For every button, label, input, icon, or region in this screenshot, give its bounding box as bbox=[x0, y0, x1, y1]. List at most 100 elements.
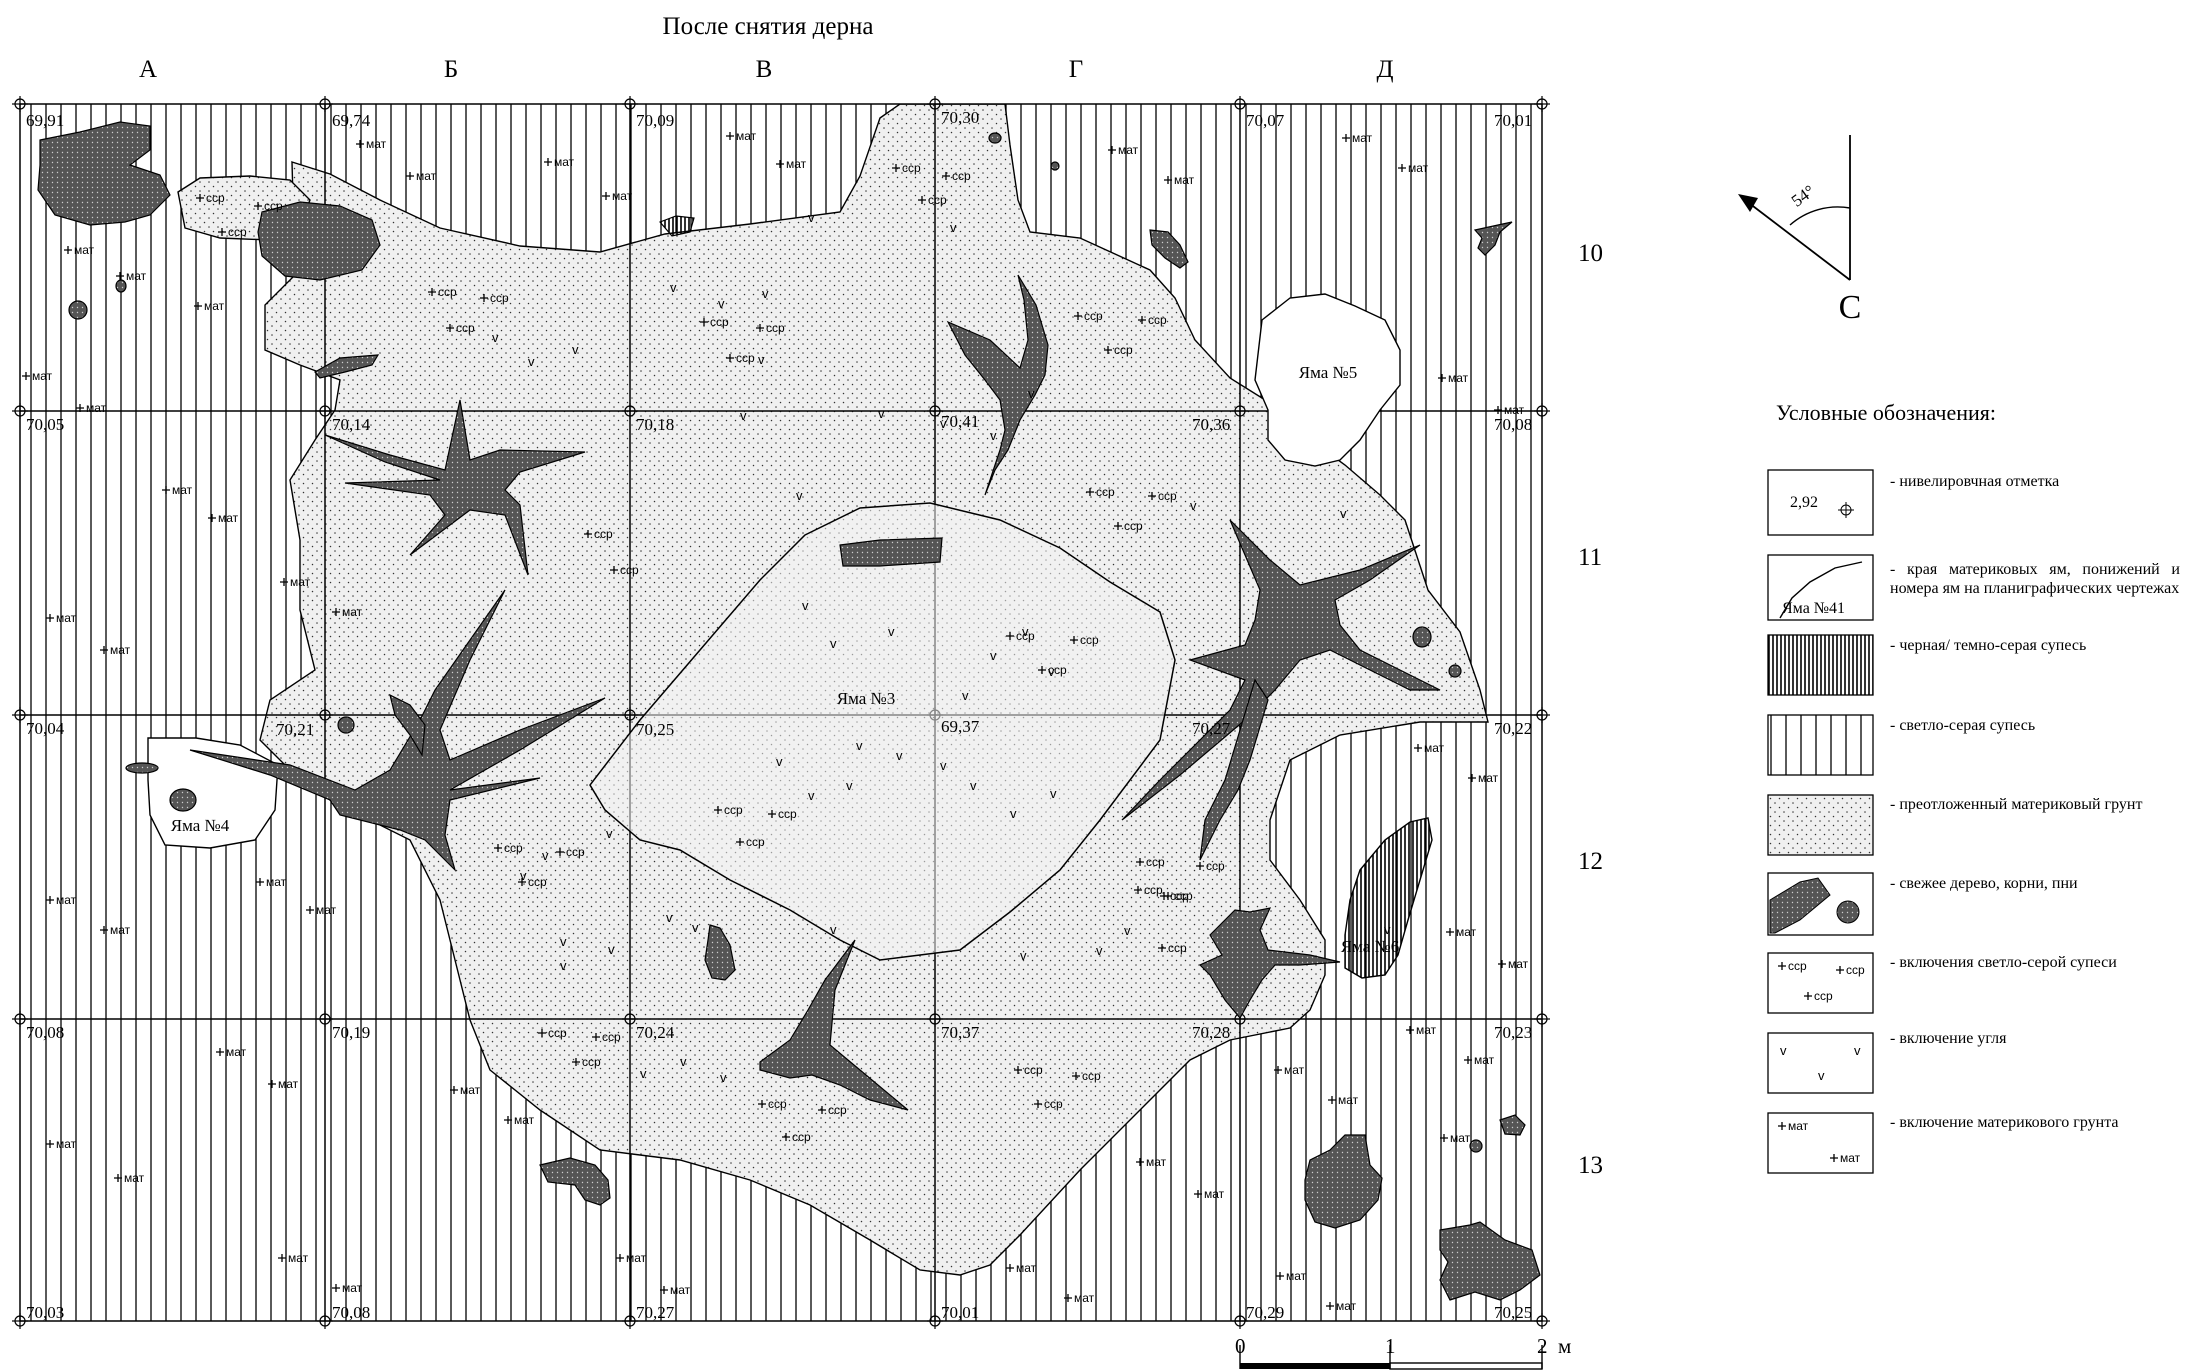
charcoal-inclusion-marker: v bbox=[808, 210, 815, 225]
pit-4-label: Яма №4 bbox=[171, 816, 230, 835]
ssr-inclusion-marker: ccp bbox=[518, 875, 547, 889]
mat-inclusion-marker: мат bbox=[660, 1283, 691, 1297]
svg-text:мат: мат bbox=[342, 605, 363, 619]
mat-inclusion-marker: мат bbox=[504, 1113, 535, 1127]
elevation-label: 70,07 bbox=[1246, 111, 1285, 130]
mat-inclusion-marker: мат bbox=[1194, 1187, 1225, 1201]
svg-text:мат: мат bbox=[172, 483, 193, 497]
svg-text:ccp: ccp bbox=[1158, 489, 1177, 503]
legend-text: - преотложенный материковый грунт bbox=[1890, 796, 2143, 813]
row-labels: 10 11 12 13 bbox=[1578, 240, 1603, 1179]
ssr-inclusion-marker: ccp bbox=[1136, 855, 1165, 869]
legend-inclusion-ssr: ccp bbox=[1836, 963, 1865, 977]
svg-text:мат: мат bbox=[1840, 1151, 1861, 1165]
pit-5-outline bbox=[1254, 293, 1401, 467]
pit-5-label: Яма №5 bbox=[1299, 363, 1358, 382]
ssr-inclusion-marker: ccp bbox=[1164, 889, 1193, 903]
charcoal-inclusion-marker: v bbox=[762, 286, 769, 301]
wood-root bbox=[839, 537, 943, 567]
legend-inclusion-mat: мат bbox=[1830, 1151, 1861, 1165]
ssr-inclusion-marker: ccp bbox=[714, 803, 743, 817]
charcoal-inclusion-marker: v bbox=[670, 280, 677, 295]
ssr-inclusion-marker: ccp bbox=[700, 315, 729, 329]
svg-text:мат: мат bbox=[1474, 1053, 1495, 1067]
ssr-inclusion-marker: ccp bbox=[1104, 343, 1133, 357]
ssr-inclusion-marker: ccp bbox=[892, 161, 921, 175]
charcoal-inclusion-marker: v bbox=[962, 688, 969, 703]
ssr-inclusion-marker: ccp bbox=[1196, 859, 1225, 873]
ssr-inclusion-marker: ccp bbox=[254, 199, 283, 213]
charcoal-inclusion-marker: v bbox=[1028, 386, 1035, 401]
mat-inclusion-marker: мат bbox=[1494, 403, 1525, 417]
svg-text:мат: мат bbox=[342, 1281, 363, 1295]
wood-stump bbox=[1439, 1221, 1541, 1301]
dark-sandy-loam-patch bbox=[658, 215, 695, 237]
svg-text:ccp: ccp bbox=[952, 169, 971, 183]
svg-text:мат: мат bbox=[56, 611, 77, 625]
wood-root-star bbox=[759, 939, 909, 1111]
svg-text:мат: мат bbox=[316, 903, 337, 917]
charcoal-inclusion-marker: v bbox=[560, 958, 567, 973]
ssr-inclusion-marker: ccp bbox=[572, 1055, 601, 1069]
mat-inclusion-marker: мат bbox=[332, 605, 363, 619]
mat-inclusion-marker: мат bbox=[1342, 131, 1373, 145]
svg-text:мат: мат bbox=[626, 1251, 647, 1265]
ssr-inclusion-marker: ccp bbox=[726, 351, 755, 365]
svg-text:мат: мат bbox=[1424, 741, 1445, 755]
legend-text: - свежее дерево, корни, пни bbox=[1890, 875, 2078, 892]
legend-swatch-dark-sandy-loam bbox=[1767, 634, 1874, 696]
wood-stump-round bbox=[169, 788, 197, 812]
mat-inclusion-marker: мат bbox=[162, 483, 193, 497]
legend-pit-sample: Яма №41 bbox=[1782, 600, 1845, 617]
legend-text: - включения светло-серой супеси bbox=[1890, 954, 2117, 971]
legend-ugol-sample: v bbox=[1854, 1043, 1861, 1058]
svg-text:ccp: ccp bbox=[1096, 485, 1115, 499]
mat-inclusion-marker: мат bbox=[114, 1171, 145, 1185]
ssr-inclusion-marker: ccp bbox=[1034, 1097, 1063, 1111]
scale-tick: 1 bbox=[1385, 1334, 1396, 1358]
scale-bar: 0 1 2 м bbox=[1235, 1334, 1571, 1370]
elevation-label: 70,24 bbox=[636, 1023, 675, 1042]
svg-text:мат: мат bbox=[1352, 131, 1373, 145]
elevation-label: 70,01 bbox=[941, 1303, 979, 1322]
svg-text:ccp: ccp bbox=[490, 291, 509, 305]
ssr-inclusion-marker: ccp bbox=[758, 1097, 787, 1111]
charcoal-inclusion-marker: v bbox=[1124, 923, 1131, 938]
svg-text:мат: мат bbox=[1416, 1023, 1437, 1037]
svg-text:мат: мат bbox=[1408, 161, 1429, 175]
ssr-inclusion-marker: ccp bbox=[538, 1026, 567, 1040]
mat-inclusion-marker: мат bbox=[776, 157, 807, 171]
svg-text:мат: мат bbox=[110, 923, 131, 937]
mat-inclusion-marker: мат bbox=[208, 511, 239, 525]
mat-inclusion-marker: мат bbox=[616, 1251, 647, 1265]
north-arrow-head bbox=[1738, 194, 1758, 212]
svg-text:мат: мат bbox=[290, 575, 311, 589]
elevation-label: 70,22 bbox=[1494, 719, 1532, 738]
mat-inclusion-marker: мат bbox=[1108, 143, 1139, 157]
mat-inclusion-marker: мат bbox=[100, 923, 131, 937]
charcoal-inclusion-marker: v bbox=[856, 738, 863, 753]
svg-text:мат: мат bbox=[786, 157, 807, 171]
wood-root-curve bbox=[946, 274, 1049, 496]
svg-text:мат: мат bbox=[266, 875, 287, 889]
charcoal-inclusion-marker: v bbox=[606, 826, 613, 841]
svg-text:ccp: ccp bbox=[1082, 1069, 1101, 1083]
wood-root bbox=[389, 693, 426, 757]
ssr-inclusion-marker: ccp bbox=[1072, 1069, 1101, 1083]
elevation-label: 70,27 bbox=[1192, 719, 1231, 738]
mat-inclusion-marker: мат bbox=[278, 1251, 309, 1265]
svg-text:мат: мат bbox=[514, 1113, 535, 1127]
svg-text:мат: мат bbox=[32, 369, 53, 383]
wood-stump-round bbox=[337, 716, 355, 734]
north-angle-label: 54° bbox=[1788, 181, 1818, 210]
column-labels: А Б В Г Д bbox=[139, 56, 1394, 83]
charcoal-inclusion-marker: v bbox=[896, 748, 903, 763]
svg-text:мат: мат bbox=[1338, 1093, 1359, 1107]
mat-inclusion-marker: мат bbox=[1326, 1299, 1357, 1313]
column-label: Г bbox=[1069, 56, 1083, 83]
svg-text:мат: мат bbox=[460, 1083, 481, 1097]
scale-unit: м bbox=[1558, 1334, 1571, 1358]
charcoal-inclusion-marker: v bbox=[1010, 806, 1017, 821]
ssr-inclusion-marker: ccp bbox=[1038, 663, 1067, 677]
